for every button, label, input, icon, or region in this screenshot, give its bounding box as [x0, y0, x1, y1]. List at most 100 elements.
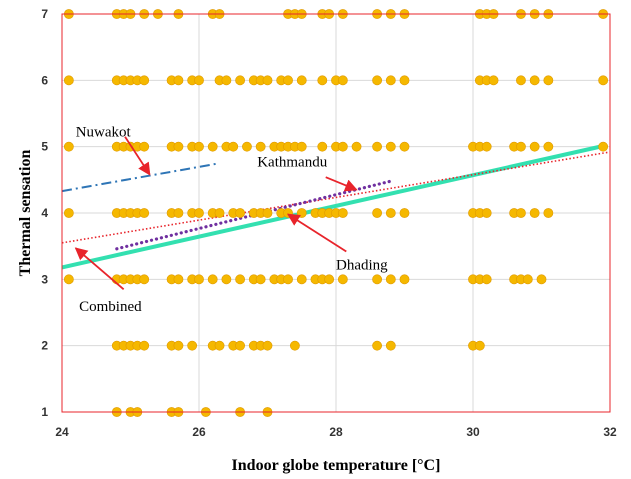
- data-point: [385, 274, 396, 285]
- data-point: [63, 274, 74, 285]
- trend-line-combined: [61, 151, 611, 244]
- annotation-nuwakot: Nuwakot: [76, 125, 132, 141]
- x-tick-labels: 24 26 28 30 32: [55, 425, 617, 439]
- data-point: [543, 141, 554, 152]
- data-point: [372, 274, 382, 285]
- data-point: [317, 141, 328, 152]
- data-point: [296, 274, 307, 285]
- data-point: [399, 274, 410, 285]
- y-tick-label: 5: [41, 140, 48, 154]
- data-point: [173, 75, 184, 86]
- data-point: [372, 208, 382, 218]
- annotation-arrows: [74, 136, 358, 290]
- data-point: [543, 208, 554, 218]
- data-point: [194, 208, 204, 218]
- y-tick-label: 4: [41, 206, 48, 220]
- data-point: [262, 75, 273, 86]
- data-point: [283, 274, 293, 285]
- data-point: [214, 208, 225, 218]
- data-point: [529, 208, 540, 218]
- data-point: [529, 141, 540, 152]
- y-tick-label: 2: [41, 339, 48, 353]
- data-point: [337, 208, 348, 218]
- y-tick-label: 1: [41, 405, 48, 419]
- x-tick-label: 24: [55, 425, 69, 439]
- data-point: [481, 141, 492, 152]
- data-point: [262, 340, 273, 351]
- regression-lines: [61, 144, 611, 270]
- annotations: Nuwakot Kathmandu Dhading Combined: [76, 125, 388, 315]
- data-point: [337, 141, 348, 152]
- y-tick-label: 7: [41, 7, 48, 21]
- data-point: [488, 75, 499, 86]
- data-point: [385, 340, 396, 351]
- data-point: [529, 75, 540, 86]
- data-point: [207, 274, 218, 285]
- data-point: [522, 274, 533, 285]
- x-axis-title: Indoor globe temperature [°C]: [232, 457, 441, 474]
- data-point: [235, 340, 245, 351]
- data-point: [63, 75, 74, 86]
- x-tick-label: 26: [192, 425, 206, 439]
- data-point: [173, 274, 184, 285]
- data-point: [235, 274, 245, 285]
- data-point: [385, 208, 396, 218]
- y-tick-label: 3: [41, 272, 48, 286]
- data-point: [139, 340, 150, 351]
- data-point: [139, 208, 150, 218]
- data-point: [324, 274, 335, 285]
- data-point: [235, 75, 245, 86]
- y-axis-title: Thermal sensation: [17, 150, 34, 277]
- data-point: [235, 208, 245, 218]
- data-point: [173, 340, 184, 351]
- data-point: [173, 208, 184, 218]
- data-point: [255, 274, 266, 285]
- plot-frame: [61, 13, 611, 413]
- data-point: [481, 274, 492, 285]
- data-point: [337, 274, 348, 285]
- data-point: [214, 340, 225, 351]
- data-point: [481, 208, 492, 218]
- data-point: [372, 141, 382, 152]
- x-tick-label: 28: [329, 425, 343, 439]
- annotation-arrow: [124, 136, 151, 176]
- data-point: [139, 141, 150, 152]
- data-point: [337, 75, 348, 86]
- data-point: [139, 274, 150, 285]
- data-point: [63, 208, 74, 218]
- annotation-kathmandu: Kathmandu: [257, 155, 327, 171]
- trend-line-kathmandu: [115, 179, 393, 251]
- data-point: [228, 141, 239, 152]
- data-point: [255, 141, 266, 152]
- data-point: [372, 340, 382, 351]
- data-point: [372, 75, 382, 86]
- data-point: [63, 141, 74, 152]
- data-point: [385, 75, 396, 86]
- data-point: [262, 208, 273, 218]
- data-point: [283, 75, 293, 86]
- data-point: [516, 141, 526, 152]
- trend-line-nuwakot: [61, 162, 220, 193]
- data-point: [296, 208, 307, 218]
- data-point: [289, 340, 300, 351]
- data-point: [221, 274, 232, 285]
- data-point: [207, 141, 218, 152]
- annotation-arrow: [325, 176, 358, 192]
- y-tick-label: 6: [41, 73, 48, 87]
- annotation-dhading: Dhading: [336, 257, 388, 273]
- annotation-combined: Combined: [79, 299, 142, 315]
- data-point: [194, 75, 204, 86]
- annotation-arrow: [74, 247, 125, 290]
- data-point: [543, 75, 554, 86]
- data-point: [139, 75, 150, 86]
- data-point: [317, 75, 328, 86]
- data-point: [399, 141, 410, 152]
- data-point: [187, 340, 198, 351]
- data-point: [598, 75, 609, 86]
- x-tick-label: 32: [603, 425, 617, 439]
- data-points: [63, 9, 609, 417]
- annotation-arrow: [286, 213, 347, 253]
- data-point: [296, 141, 307, 152]
- data-point: [194, 141, 204, 152]
